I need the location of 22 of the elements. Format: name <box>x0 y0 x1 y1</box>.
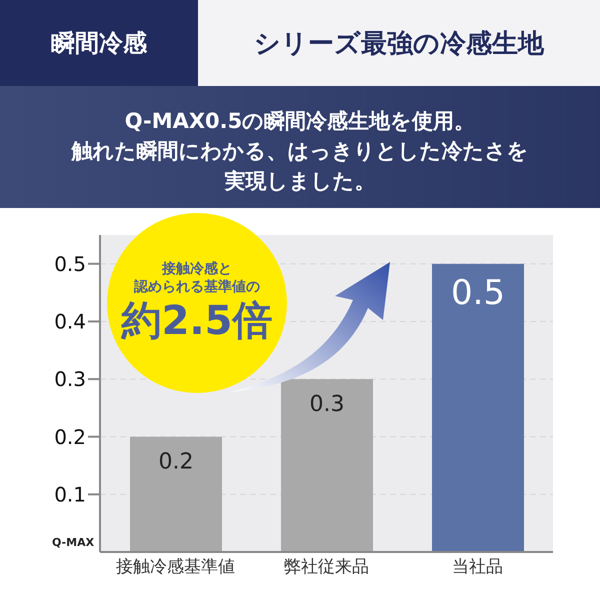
text: Q-MAX0.5の瞬間冷感生地を使用。 <box>124 108 476 135</box>
y-tick-label: 0.2 <box>54 424 86 449</box>
data-label: 0.2 <box>158 450 194 475</box>
annotation: 認められる基準値の <box>134 278 260 296</box>
y-tick-label: 0.5 <box>54 252 86 276</box>
bar <box>130 436 222 552</box>
chart-title: 瞬間冷感 <box>51 28 147 59</box>
y-tick-label: 0.3 <box>54 367 86 392</box>
text: 実現しました。 <box>224 168 376 195</box>
chart-subtitle: シリーズ最強の冷感生地 <box>254 28 544 60</box>
y-tick-label: 0.1 <box>54 482 86 506</box>
x-tick-label: 当社品 <box>452 557 503 578</box>
bar <box>432 264 524 552</box>
x-tick-label: 弊社従来品 <box>284 557 369 578</box>
annotation: 接触冷感と <box>162 260 232 278</box>
annotation: 約2.5倍 <box>122 297 272 346</box>
y-tick-label: 0.4 <box>54 310 86 334</box>
y-axis-title: Q-MAX <box>52 536 94 549</box>
data-label: 0.3 <box>310 392 344 418</box>
x-tick-label: 接触冷感基準値 <box>116 557 235 578</box>
data-label: 0.5 <box>450 272 506 313</box>
text: 触れた瞬間にわかる、はっきりとした冷たさを <box>70 138 530 165</box>
